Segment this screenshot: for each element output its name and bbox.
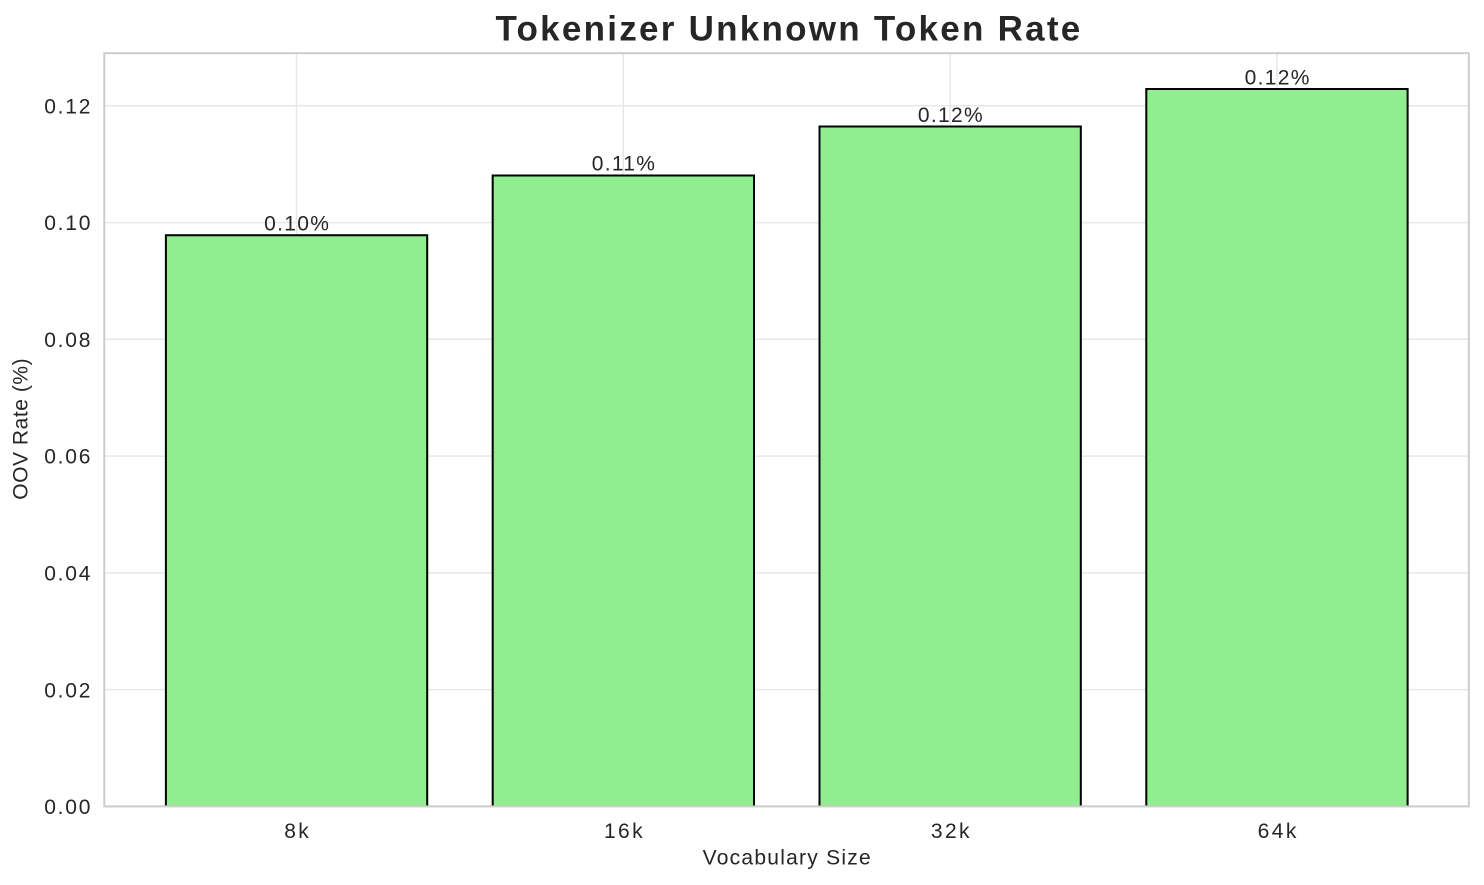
svg-text:16k: 16k: [604, 820, 645, 843]
svg-text:0.11%: 0.11%: [592, 152, 657, 175]
svg-text:0.08: 0.08: [44, 329, 92, 352]
svg-text:Tokenizer Unknown Token Rate: Tokenizer Unknown Token Rate: [495, 10, 1082, 49]
svg-text:0.12: 0.12: [44, 95, 92, 118]
svg-text:0.04: 0.04: [44, 563, 92, 586]
svg-text:Vocabulary Size: Vocabulary Size: [703, 847, 872, 870]
svg-text:0.06: 0.06: [44, 446, 92, 469]
svg-text:OOV Rate (%): OOV Rate (%): [10, 358, 33, 500]
svg-text:8k: 8k: [284, 820, 311, 843]
svg-text:32k: 32k: [931, 820, 972, 843]
svg-text:0.02: 0.02: [44, 679, 92, 702]
svg-text:0.12%: 0.12%: [918, 104, 984, 127]
svg-text:0.10: 0.10: [44, 212, 92, 235]
svg-text:0.00: 0.00: [44, 796, 92, 819]
svg-text:0.10%: 0.10%: [264, 212, 330, 235]
svg-text:64k: 64k: [1258, 820, 1299, 843]
svg-text:0.12%: 0.12%: [1245, 67, 1311, 90]
